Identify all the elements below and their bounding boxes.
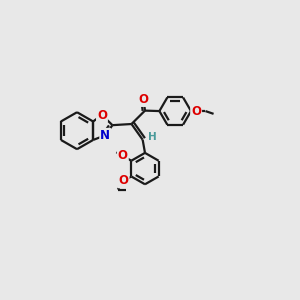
Text: O: O: [118, 149, 128, 162]
Text: O: O: [118, 174, 129, 187]
Text: H: H: [148, 132, 157, 142]
Text: O: O: [97, 109, 107, 122]
Text: O: O: [191, 105, 201, 118]
Text: O: O: [139, 93, 148, 106]
Text: N: N: [100, 129, 110, 142]
